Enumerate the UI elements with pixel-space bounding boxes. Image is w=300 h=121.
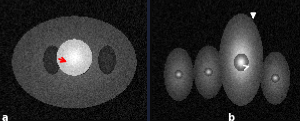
Text: a: a [2,113,8,121]
Text: b: b [227,113,234,121]
